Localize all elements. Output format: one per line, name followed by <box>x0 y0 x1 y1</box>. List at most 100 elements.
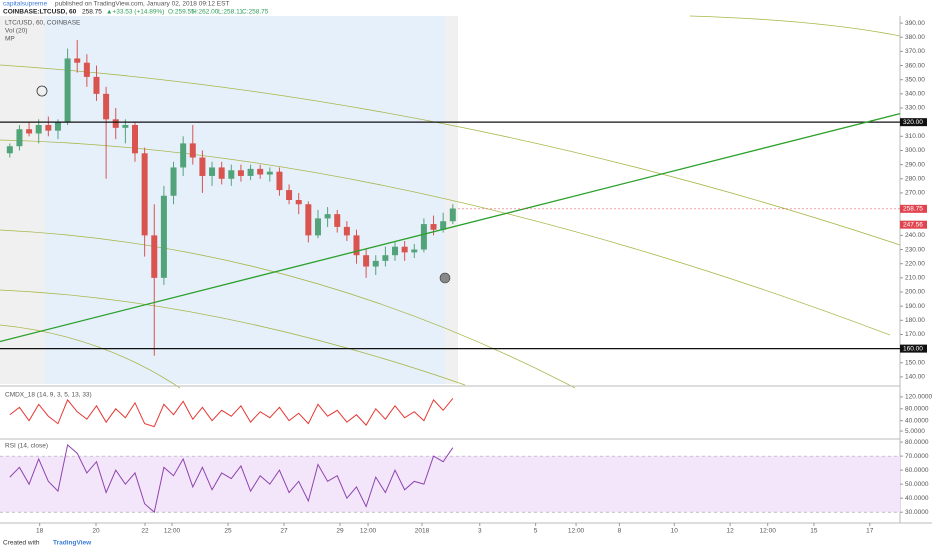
candle-body <box>228 170 235 179</box>
y-tick-label: 120.0000 <box>905 394 932 401</box>
y-tick-label: 40.0000 <box>905 495 929 502</box>
candle-body <box>141 153 148 236</box>
arc <box>689 15 901 37</box>
pane-title: CMDX_18 (14, 9, 3, 5, 13, 33) <box>5 392 92 399</box>
y-tick-label: 390.00 <box>905 20 925 27</box>
indicator-line <box>9 398 454 428</box>
legend-item: Vol (20) <box>5 28 27 35</box>
candle-body <box>170 167 177 196</box>
y-tick-label: 280.00 <box>905 175 925 182</box>
candle-body <box>286 190 293 200</box>
x-tick-label: 15 <box>810 528 818 535</box>
y-tick-label: 290.00 <box>905 161 925 168</box>
x-tick-label: 27 <box>280 528 288 535</box>
candle-body <box>93 76 100 94</box>
x-tick-label: 5 <box>534 528 538 535</box>
y-tick-label: 310.00 <box>905 133 925 140</box>
candle-body <box>209 167 216 176</box>
candle-body <box>35 124 42 134</box>
y-tick-label: 80.0000 <box>905 439 929 446</box>
candle-body <box>411 249 418 253</box>
candle-body <box>189 143 196 158</box>
marker <box>439 272 451 284</box>
y-tick-label: 30.0000 <box>905 509 929 516</box>
candle-body <box>420 224 427 250</box>
price-box <box>900 204 927 213</box>
y-tick-label: 350.00 <box>905 76 925 83</box>
range-shade <box>45 16 445 384</box>
candle-body <box>54 122 61 131</box>
candle-body <box>151 235 158 278</box>
x-tick-label: 12:00 <box>568 528 585 535</box>
candle-body <box>382 255 389 261</box>
legend-item: MP <box>5 36 15 43</box>
y-tick-label: 300.00 <box>905 147 925 154</box>
candle-body <box>314 218 321 236</box>
author: capitalsupreme <box>3 1 47 8</box>
y-tick-label: 80.0000 <box>905 406 929 413</box>
candle-body <box>353 235 360 256</box>
candle-body <box>247 168 254 176</box>
y-tick-label: 150.00 <box>905 359 925 366</box>
candle-body <box>305 204 312 236</box>
y-tick-label: 360.00 <box>905 62 925 69</box>
price-box-label: 247.56 <box>903 221 923 228</box>
candle-body <box>237 170 244 176</box>
candle-body <box>449 208 456 222</box>
candle-body <box>343 226 350 236</box>
marker <box>36 85 48 97</box>
arc <box>0 324 181 389</box>
x-tick-label: 18 <box>36 528 44 535</box>
candle-body <box>64 58 71 123</box>
low: L:258.11 <box>218 9 243 16</box>
indicator-line <box>9 443 454 514</box>
price-box-label: 258.75 <box>903 206 923 213</box>
candle-body <box>372 260 379 267</box>
legend-item: LTC/USD, 60, COINBASE <box>5 20 81 27</box>
pane-title: RSI (14, close) <box>5 443 48 450</box>
x-tick-label: 2018 <box>415 528 430 535</box>
candle-body <box>257 168 264 175</box>
x-tick-label: 22 <box>141 528 149 535</box>
y-tick-label: 340.00 <box>905 91 925 98</box>
high: H:262.00 <box>192 9 219 16</box>
y-tick-label: 240.00 <box>905 232 925 239</box>
candle-body <box>6 146 13 154</box>
candle-body <box>334 214 341 227</box>
x-tick-label: 20 <box>92 528 100 535</box>
x-tick-label: 17 <box>866 528 874 535</box>
x-tick-label: 3 <box>478 528 482 535</box>
close: C:258.75 <box>242 9 269 16</box>
arc <box>0 229 576 389</box>
candle-body <box>401 246 408 253</box>
x-tick-label: 12:00 <box>360 528 377 535</box>
y-tick-label: 200.00 <box>905 289 925 296</box>
price-box-label: 320.00 <box>903 119 923 126</box>
price-box <box>900 118 927 127</box>
y-tick-label: 330.00 <box>905 105 925 112</box>
y-tick-label: 180.00 <box>905 317 925 324</box>
candle-body <box>180 143 187 168</box>
candle-body <box>218 167 225 179</box>
x-tick-label: 12:00 <box>760 528 777 535</box>
candle-body <box>103 93 110 120</box>
candle-body <box>45 124 52 131</box>
candle-body <box>266 171 273 175</box>
candle-body <box>392 246 399 256</box>
price-box <box>900 220 927 229</box>
candle-body <box>363 255 370 267</box>
price-box-label: 160.00 <box>903 345 923 352</box>
candle-body <box>430 224 437 230</box>
y-tick-label: 270.00 <box>905 190 925 197</box>
x-tick-label: 12 <box>727 528 735 535</box>
candle-body <box>132 124 139 154</box>
x-tick-label: 25 <box>224 528 232 535</box>
y-tick-label: 5.0000 <box>905 428 925 435</box>
candle-body <box>26 129 33 134</box>
y-tick-label: 60.0000 <box>905 467 929 474</box>
candle-body <box>199 157 206 176</box>
y-tick-label: 370.00 <box>905 48 925 55</box>
candle-body <box>112 119 119 128</box>
symbol: COINBASE:LTCUSD, 60 <box>3 9 77 16</box>
candle-body <box>160 195 167 278</box>
